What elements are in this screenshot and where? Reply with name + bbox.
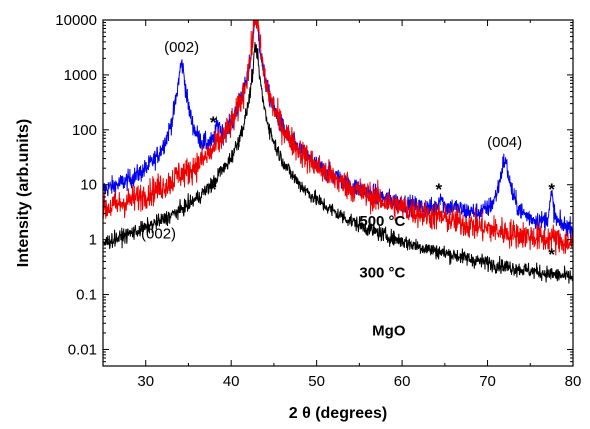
x-tick-label: 60 <box>394 373 411 390</box>
y-tick-label: 0.1 <box>76 287 97 304</box>
peak-index-label: (002) <box>164 39 199 56</box>
y-tick-label: 1000 <box>64 67 97 84</box>
y-tick-label: 1 <box>89 232 97 249</box>
peak-star-marker: * <box>210 113 217 132</box>
peak-star-marker: * <box>548 245 555 264</box>
series-line-2 <box>103 42 573 284</box>
x-tick-label: 80 <box>565 373 582 390</box>
series-line-1 <box>103 20 573 256</box>
y-tick-label: 0.01 <box>68 341 97 358</box>
x-tick-label: 30 <box>137 373 154 390</box>
peak-star-marker: * <box>436 245 443 264</box>
y-tick-label: 100 <box>72 122 97 139</box>
series-label: MgO <box>372 323 406 340</box>
series-group <box>103 20 573 284</box>
x-tick-label: 40 <box>223 373 240 390</box>
axis-ticks: 30 40 50 60 70 80 0.01 0.1 1 10 100 1000 10000 <box>55 12 581 390</box>
series-label: 500 °C <box>359 213 405 230</box>
peak-index-label: (002) <box>141 225 176 242</box>
plot-frame <box>102 19 574 367</box>
peak-star-marker: * <box>210 180 217 199</box>
x-tick-label: 70 <box>479 373 496 390</box>
x-axis-title: 2 θ (degrees) <box>289 405 387 422</box>
series-label: 300 °C <box>359 265 405 282</box>
y-tick-label: 10000 <box>55 12 97 29</box>
y-axis-title: Intensity (arb.units) <box>15 119 32 267</box>
text-labels: (002) (002) (004) * * * * * * 500 °C 300 °C MgO <box>141 39 555 339</box>
y-tick-label: 10 <box>80 177 97 194</box>
peak-star-marker: * <box>548 180 555 199</box>
x-tick-label: 50 <box>308 373 325 390</box>
peak-index-label: (004) <box>487 134 522 151</box>
peak-star-marker: * <box>436 180 443 199</box>
